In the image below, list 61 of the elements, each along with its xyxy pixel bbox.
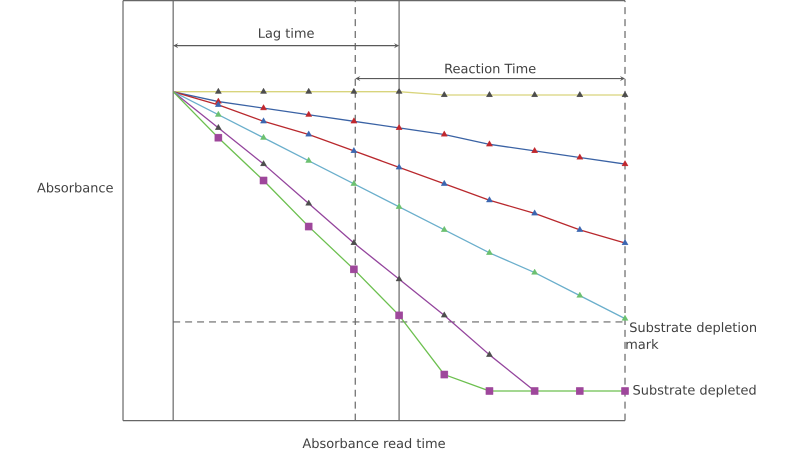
point xyxy=(576,91,584,98)
point xyxy=(396,164,402,170)
point xyxy=(531,91,538,98)
point xyxy=(576,292,584,298)
point xyxy=(396,203,402,210)
point xyxy=(486,91,493,98)
point xyxy=(531,147,538,154)
point xyxy=(305,88,312,94)
point xyxy=(215,111,222,117)
point xyxy=(260,88,267,94)
point xyxy=(260,176,268,184)
point xyxy=(305,111,312,117)
ref-line-label: Substrate depletion mark xyxy=(626,322,756,350)
point xyxy=(576,387,584,395)
point xyxy=(486,387,494,395)
point xyxy=(440,226,448,232)
x-axis-title: Absorbance read time xyxy=(302,438,445,448)
point xyxy=(622,315,628,321)
text: Reaction Time xyxy=(445,64,536,74)
point xyxy=(440,312,448,318)
point xyxy=(350,118,358,124)
point xyxy=(622,91,628,98)
point xyxy=(531,269,538,275)
point xyxy=(305,130,312,137)
point xyxy=(350,147,358,154)
point xyxy=(486,140,493,147)
point xyxy=(531,210,538,216)
text: Lag time xyxy=(259,28,314,41)
point xyxy=(440,180,448,186)
point xyxy=(440,91,448,98)
point xyxy=(304,222,313,231)
point xyxy=(395,312,403,320)
y-axis-title: Absorbance xyxy=(37,182,113,193)
point xyxy=(621,387,629,395)
point xyxy=(305,200,312,206)
point xyxy=(576,226,584,232)
point xyxy=(260,134,267,140)
point xyxy=(440,370,448,379)
point xyxy=(215,88,222,94)
point xyxy=(214,134,222,142)
point xyxy=(622,239,628,246)
point xyxy=(350,266,358,274)
point xyxy=(486,249,493,256)
point xyxy=(260,104,267,110)
point xyxy=(396,124,402,130)
point xyxy=(622,160,628,166)
point xyxy=(350,239,358,246)
point xyxy=(486,351,493,358)
point xyxy=(215,124,222,130)
point xyxy=(305,157,312,163)
point xyxy=(396,276,402,282)
point xyxy=(440,130,448,137)
text: Substrate depleted xyxy=(633,384,756,398)
point xyxy=(350,180,358,186)
point xyxy=(350,88,358,94)
point xyxy=(260,160,267,166)
point xyxy=(576,154,584,160)
point xyxy=(260,118,267,124)
point xyxy=(486,196,493,202)
point xyxy=(396,88,402,94)
point xyxy=(215,101,222,108)
